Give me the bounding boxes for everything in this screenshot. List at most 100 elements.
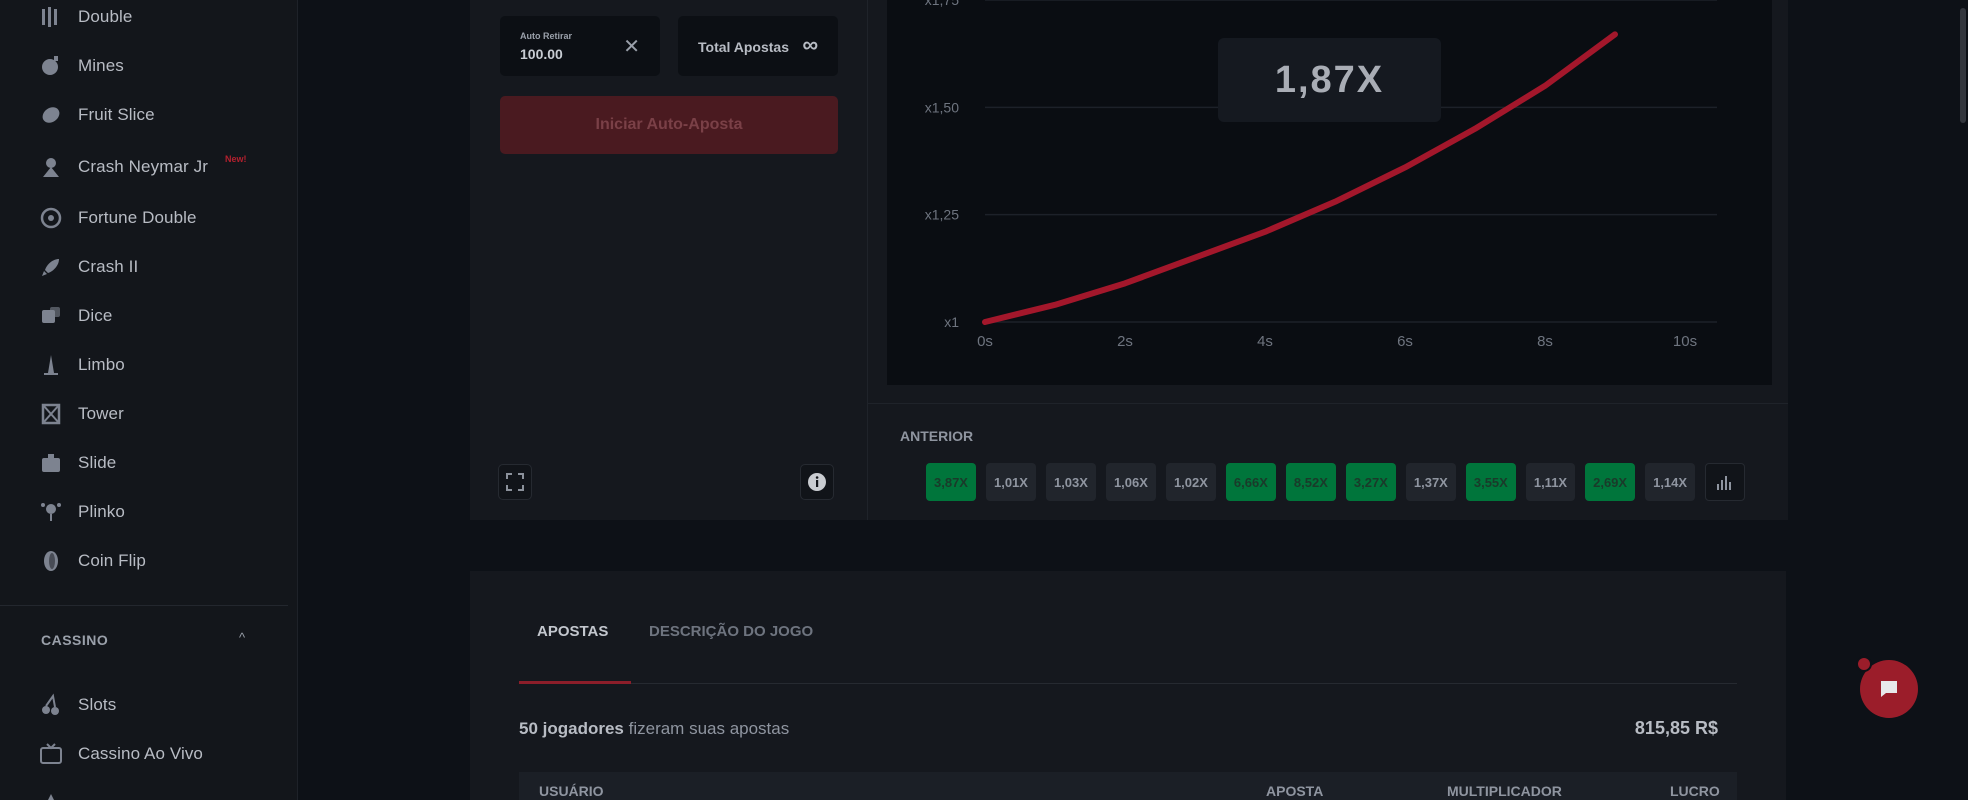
bets-panel bbox=[470, 571, 1786, 800]
sidebar-item-coin-flip[interactable]: Coin Flip bbox=[38, 546, 146, 576]
auto-retirar-value[interactable]: 100.00 bbox=[520, 46, 563, 62]
y-tick-label: x1,25 bbox=[925, 207, 959, 223]
tab-divider bbox=[519, 683, 1737, 684]
sidebar-item-dice[interactable]: Dice bbox=[38, 301, 112, 331]
game-icon bbox=[38, 789, 64, 800]
sidebar-item-fruit-slice[interactable]: Fruit Slice bbox=[38, 100, 155, 130]
mines-icon bbox=[38, 53, 64, 79]
auto-retirar-field[interactable]: Auto Retirar 100.00 ✕ bbox=[500, 16, 660, 76]
sidebar-item-crash-neymar[interactable]: Crash Neymar Jr New! bbox=[38, 152, 246, 182]
sidebar-item-label: Crash II bbox=[78, 257, 139, 276]
fruit-slice-icon bbox=[38, 102, 64, 128]
cherries-icon bbox=[38, 692, 64, 718]
players-summary: 50 jogadores fizeram suas apostas bbox=[519, 719, 789, 739]
y-tick-label: x1,50 bbox=[925, 99, 959, 115]
fullscreen-icon[interactable] bbox=[498, 464, 532, 500]
total-bet-amount: 815,85 R$ bbox=[1634, 718, 1718, 738]
info-icon[interactable] bbox=[800, 464, 834, 500]
sidebar-item-cassino-ao-vivo[interactable]: Cassino Ao Vivo bbox=[38, 739, 203, 769]
history-chip: 1,02X bbox=[1165, 463, 1216, 501]
history-chip: 8,52X bbox=[1285, 463, 1336, 501]
history-chip: 3,27X bbox=[1345, 463, 1396, 501]
sidebar-item-label: Double bbox=[78, 7, 133, 26]
infinity-icon[interactable]: ∞ bbox=[802, 32, 818, 57]
history-chip: 1,01X bbox=[985, 463, 1036, 501]
fortune-double-icon bbox=[38, 205, 64, 231]
rocket-icon bbox=[38, 254, 64, 280]
sidebar: Double Mines Fruit Slice Crash Neymar Jr… bbox=[0, 0, 298, 800]
crash-neymar-icon bbox=[38, 154, 64, 180]
sidebar-item-label: Mines bbox=[78, 56, 124, 75]
history-chip: 1,03X bbox=[1045, 463, 1096, 501]
scrollbar-thumb[interactable] bbox=[1960, 8, 1966, 123]
sidebar-item-slide[interactable]: Slide bbox=[38, 448, 116, 478]
sidebar-item-label: Crash Neymar Jr bbox=[78, 157, 208, 176]
sidebar-item-label: Slots bbox=[78, 695, 117, 714]
history-chip: 3,87X bbox=[926, 463, 976, 501]
double-icon bbox=[38, 4, 64, 30]
sidebar-item-label: Plinko bbox=[78, 502, 125, 521]
auto-retirar-label: Auto Retirar bbox=[520, 31, 573, 41]
new-badge: New! bbox=[224, 154, 247, 164]
sidebar-item-fortune-double[interactable]: Fortune Double bbox=[38, 203, 197, 233]
coin-flip-icon bbox=[38, 548, 64, 574]
players-count: 50 jogadores bbox=[519, 719, 624, 738]
current-multiplier: 1,87X bbox=[1218, 38, 1441, 122]
history-chip: 2,69X bbox=[1585, 463, 1636, 501]
tab-apostas[interactable]: APOSTAS bbox=[537, 623, 609, 640]
x-tick-label: 8s bbox=[1537, 333, 1553, 350]
start-auto-bet-button[interactable]: Iniciar Auto-Aposta bbox=[500, 96, 838, 154]
history-label: ANTERIOR bbox=[900, 428, 974, 444]
sidebar-item-label: Slide bbox=[78, 453, 117, 472]
plinko-icon bbox=[38, 499, 64, 525]
history-chip: 6,66X bbox=[1225, 463, 1276, 501]
column-lucro: LUCRO bbox=[1670, 783, 1720, 799]
sidebar-item-label: Fortune Double bbox=[78, 208, 197, 227]
sidebar-divider bbox=[0, 605, 288, 606]
close-icon[interactable]: ✕ bbox=[623, 36, 640, 58]
sidebar-item-slots[interactable]: Slots bbox=[38, 690, 116, 720]
sidebar-item-limbo[interactable]: Limbo bbox=[38, 350, 125, 380]
x-tick-label: 4s bbox=[1257, 333, 1273, 350]
limbo-icon bbox=[38, 352, 64, 378]
history-chip: 1,37X bbox=[1405, 463, 1456, 501]
crash-chart: x1 x1,25 x1,50 x1,75 0s 2s 4s 6s 8s 10s bbox=[925, 0, 1717, 350]
column-usuario: USUÁRIO bbox=[539, 783, 604, 799]
x-tick-label: 0s bbox=[977, 333, 993, 350]
players-suffix: fizeram suas apostas bbox=[628, 719, 790, 738]
total-apostas-field[interactable]: Total Apostas ∞ bbox=[678, 16, 838, 76]
sidebar-item-double[interactable]: Double bbox=[38, 2, 132, 32]
bets-table-header bbox=[519, 772, 1737, 800]
stats-icon[interactable] bbox=[1705, 463, 1746, 501]
history-panel bbox=[868, 403, 1788, 520]
history-chip: 1,06X bbox=[1105, 463, 1156, 501]
sidebar-item-label: Limbo bbox=[78, 355, 125, 374]
chevron-up-icon[interactable]: ^ bbox=[238, 630, 246, 645]
x-tick-label: 2s bbox=[1117, 333, 1133, 350]
sidebar-item-crash-ii[interactable]: Crash II bbox=[38, 252, 138, 282]
tab-descricao[interactable]: DESCRIÇÃO DO JOGO bbox=[649, 623, 814, 640]
y-tick-label: x1,75 bbox=[925, 0, 959, 8]
history-list: 3,87X 1,01X 1,03X 1,06X 1,02X 6,66X 8,52X 3,27X… bbox=[926, 463, 1746, 501]
chat-icon bbox=[1881, 681, 1897, 697]
history-chip: 1,14X bbox=[1645, 463, 1696, 501]
sidebar-item-label: Cassino Ao Vivo bbox=[78, 744, 203, 763]
sidebar-item-tower[interactable]: Tower bbox=[38, 399, 124, 429]
sidebar-item-label: Tower bbox=[78, 404, 124, 423]
history-chip: 1,11X bbox=[1525, 463, 1576, 501]
tv-icon bbox=[38, 741, 64, 767]
casino-section-title: CASSINO bbox=[41, 632, 109, 648]
total-apostas-label: Total Apostas bbox=[698, 39, 790, 55]
x-tick-label: 6s bbox=[1397, 333, 1413, 350]
slide-icon bbox=[38, 450, 64, 476]
sidebar-item-label: Coin Flip bbox=[78, 551, 146, 570]
column-aposta: APOSTA bbox=[1266, 783, 1324, 799]
sidebar-item-more[interactable] bbox=[38, 787, 64, 800]
sidebar-item-plinko[interactable]: Plinko bbox=[38, 497, 125, 527]
sidebar-item-mines[interactable]: Mines bbox=[38, 51, 124, 81]
column-multiplicador: MULTIPLICADOR bbox=[1447, 783, 1562, 799]
notification-dot bbox=[1856, 656, 1872, 672]
dice-icon bbox=[38, 303, 64, 329]
history-chip: 3,55X bbox=[1465, 463, 1516, 501]
